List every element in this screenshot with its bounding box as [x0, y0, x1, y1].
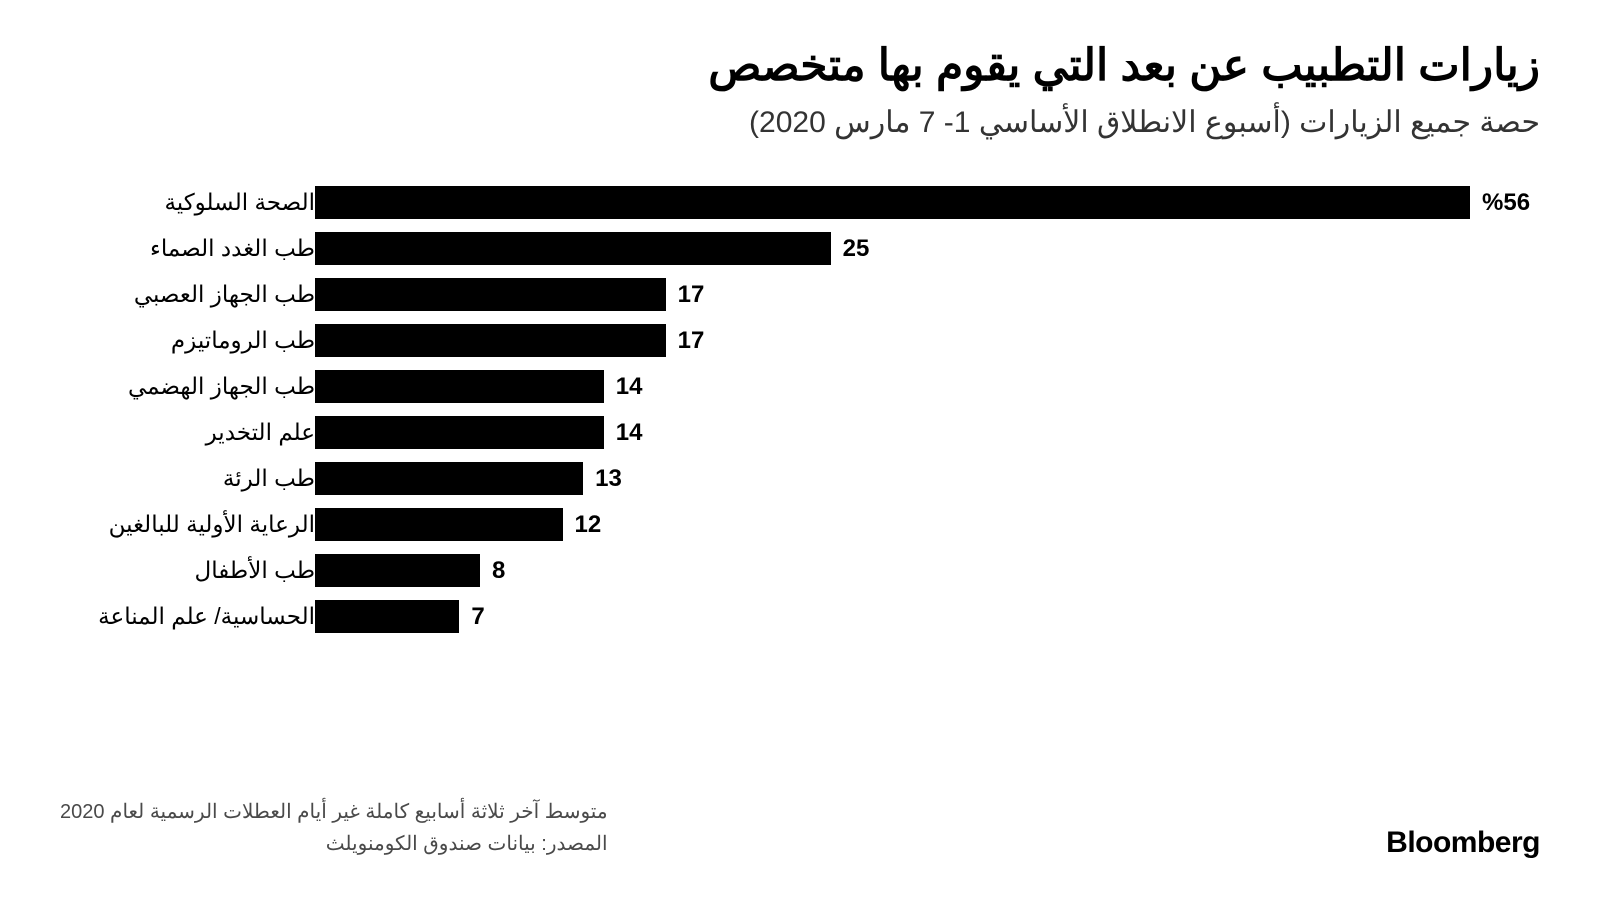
bar-row: 8 — [315, 548, 1540, 594]
bar — [315, 278, 666, 311]
bar — [315, 324, 666, 357]
chart-footer: متوسط آخر ثلاثة أسابيع كاملة غير أيام ال… — [60, 796, 1540, 860]
category-label: الحساسية/ علم المناعة — [60, 594, 315, 640]
bar-row: 12 — [315, 502, 1540, 548]
bar — [315, 600, 459, 633]
chart-subtitle: حصة جميع الزيارات (أسبوع الانطلاق الأساس… — [60, 105, 1540, 140]
bar-value: 17 — [678, 327, 705, 355]
bar-value: 14 — [616, 373, 643, 401]
bar-value: 13 — [595, 465, 622, 493]
chart-title: زيارات التطبيب عن بعد التي يقوم بها متخص… — [60, 40, 1540, 93]
bar — [315, 554, 480, 587]
bar-row: %56 — [315, 180, 1540, 226]
bar-value: 12 — [575, 511, 602, 539]
bar-value: %56 — [1482, 189, 1530, 217]
bar-value: 8 — [492, 557, 505, 585]
category-labels-column: الصحة السلوكيةطب الغدد الصماءطب الجهاز ا… — [60, 180, 315, 640]
bar-value: 17 — [678, 281, 705, 309]
bar-value: 14 — [616, 419, 643, 447]
bar-value: 25 — [843, 235, 870, 263]
bar-value: 7 — [471, 603, 484, 631]
category-label: الرعاية الأولية للبالغين — [60, 502, 315, 548]
footnotes: متوسط آخر ثلاثة أسابيع كاملة غير أيام ال… — [60, 796, 608, 860]
bar-row: 14 — [315, 410, 1540, 456]
brand-logo: Bloomberg — [1386, 826, 1540, 860]
bar — [315, 508, 563, 541]
bar-row: 7 — [315, 594, 1540, 640]
bar-row: 14 — [315, 364, 1540, 410]
category-label: علم التخدير — [60, 410, 315, 456]
footnote-methodology: متوسط آخر ثلاثة أسابيع كاملة غير أيام ال… — [60, 796, 608, 828]
bar-row: 17 — [315, 318, 1540, 364]
bar-row: 17 — [315, 272, 1540, 318]
category-label: طب الغدد الصماء — [60, 226, 315, 272]
bar — [315, 232, 831, 265]
bar-row: 13 — [315, 456, 1540, 502]
bar — [315, 416, 604, 449]
bar-row: 25 — [315, 226, 1540, 272]
bars-column: %56 25 17 17 14 14 13 12 87 — [315, 180, 1540, 640]
bar — [315, 186, 1470, 219]
bar — [315, 370, 604, 403]
category-label: طب الأطفال — [60, 548, 315, 594]
category-label: طب الرئة — [60, 456, 315, 502]
category-label: طب الجهاز الهضمي — [60, 364, 315, 410]
bar-chart: الصحة السلوكيةطب الغدد الصماءطب الجهاز ا… — [60, 180, 1540, 640]
bar — [315, 462, 583, 495]
footnote-source: المصدر: بيانات صندوق الكومنويلث — [60, 828, 608, 860]
category-label: طب الجهاز العصبي — [60, 272, 315, 318]
category-label: الصحة السلوكية — [60, 180, 315, 226]
category-label: طب الروماتيزم — [60, 318, 315, 364]
